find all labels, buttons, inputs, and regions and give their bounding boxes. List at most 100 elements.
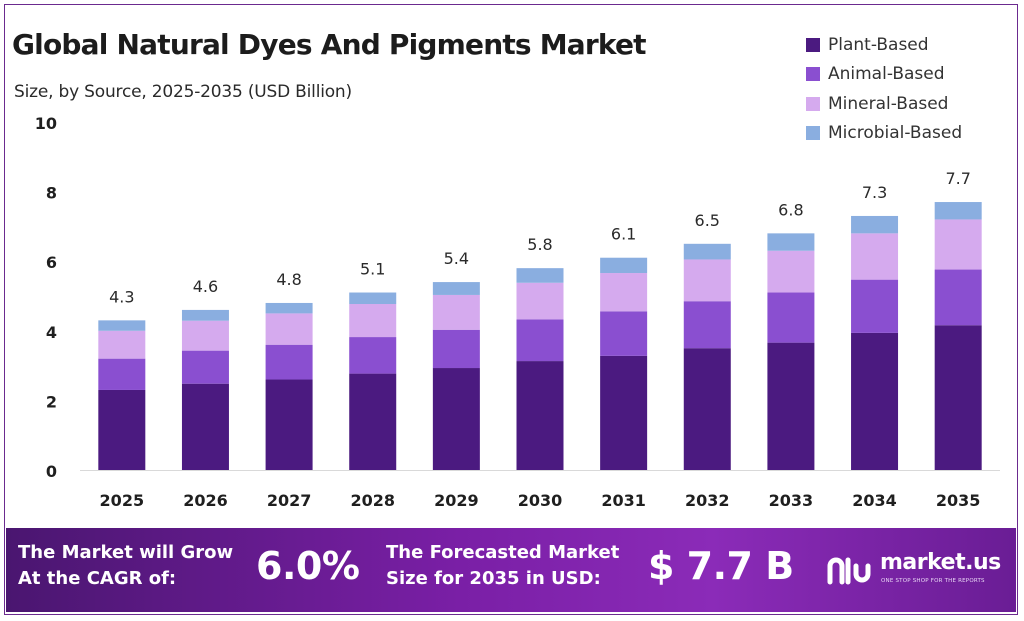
chart-legend: Plant-Based Animal-Based Mineral-Based M… — [806, 30, 1016, 148]
bar-segment-plant-based-2030 — [516, 361, 564, 470]
x-tick-label: 2032 — [685, 491, 730, 510]
bar-total-label: 7.7 — [945, 169, 970, 188]
bar-segment-mineral-based-2025 — [98, 330, 146, 359]
bar-segment-microbial-based-2034 — [851, 215, 899, 234]
bar-segment-plant-based-2028 — [349, 373, 397, 470]
legend-label: Mineral-Based — [828, 93, 949, 114]
bar-segment-microbial-based-2035 — [934, 202, 982, 220]
bar-total-label: 5.4 — [444, 249, 469, 268]
y-tick-label: 2 — [46, 392, 57, 411]
forecast-text-line1: The Forecasted Market — [386, 542, 620, 563]
legend-label: Microbial-Based — [828, 123, 963, 144]
bar-segment-plant-based-2032 — [683, 348, 731, 470]
bar-segment-microbial-based-2026 — [181, 309, 229, 321]
bar-segment-microbial-based-2033 — [767, 233, 815, 251]
legend-swatch — [806, 67, 820, 82]
bar-total-label: 5.8 — [527, 235, 552, 254]
y-tick-label: 0 — [46, 462, 57, 481]
bar-segment-animal-based-2030 — [516, 319, 564, 362]
market-us-logo-icon — [827, 557, 871, 585]
bar-segment-mineral-based-2035 — [934, 219, 982, 270]
x-tick-label: 2031 — [601, 491, 646, 510]
chart-title: Global Natural Dyes And Pigments Market — [12, 28, 647, 61]
brand-tagline: ONE STOP SHOP FOR THE REPORTS — [881, 578, 985, 584]
bar-segment-animal-based-2033 — [767, 292, 815, 343]
bar-segment-microbial-based-2028 — [349, 292, 397, 305]
bar-segment-animal-based-2026 — [181, 350, 229, 384]
legend-item-animal-based: Animal-Based — [806, 60, 1016, 90]
bar-segment-mineral-based-2034 — [851, 233, 899, 280]
bar-segment-animal-based-2032 — [683, 301, 731, 349]
cagr-value: 6.0% — [256, 544, 360, 588]
bar-segment-plant-based-2031 — [600, 355, 648, 470]
bar-segment-mineral-based-2033 — [767, 250, 815, 293]
brand-logo: market.us ONE STOP SHOP FOR THE REPORTS — [824, 548, 1010, 592]
stacked-bar-chart: 0 2 4 6 8 10 4.3 2025 4.6 2026 4.8 2027 5.1 2028 5.4 20… — [35, 114, 1000, 510]
bar-total-label: 6.1 — [611, 225, 636, 244]
legend-item-mineral-based: Mineral-Based — [806, 89, 1016, 119]
x-tick-label: 2033 — [769, 491, 814, 510]
bar-segment-animal-based-2025 — [98, 358, 146, 390]
cagr-text-line1: The Market will Grow — [18, 542, 234, 563]
chart-frame — [4, 4, 1018, 615]
bar-segment-plant-based-2029 — [432, 368, 480, 470]
legend-label: Animal-Based — [828, 64, 945, 85]
bar-segment-microbial-based-2025 — [98, 320, 146, 331]
bar-segment-microbial-based-2029 — [432, 282, 480, 295]
bar-segment-mineral-based-2027 — [265, 313, 313, 345]
y-tick-label: 10 — [35, 114, 57, 133]
legend-swatch — [806, 37, 820, 52]
bar-total-label: 4.8 — [276, 270, 301, 289]
legend-swatch — [806, 96, 820, 111]
bar-segment-mineral-based-2029 — [432, 294, 480, 330]
legend-item-microbial-based: Microbial-Based — [806, 119, 1016, 149]
bar-total-label: 5.1 — [360, 260, 385, 279]
bar-total-label: 7.3 — [862, 183, 887, 202]
bar-segment-microbial-based-2032 — [683, 243, 731, 260]
bar-segment-microbial-based-2031 — [600, 257, 648, 274]
bar-segment-plant-based-2033 — [767, 342, 815, 470]
bar-segment-plant-based-2025 — [98, 389, 146, 470]
y-tick-label: 4 — [46, 323, 57, 342]
bar-segment-animal-based-2031 — [600, 311, 648, 356]
bar-segment-animal-based-2035 — [934, 269, 982, 326]
bar-segment-animal-based-2027 — [265, 344, 313, 380]
brand-name: market.us — [880, 550, 1001, 575]
x-tick-label: 2035 — [936, 491, 981, 510]
x-tick-label: 2026 — [183, 491, 228, 510]
legend-item-plant-based: Plant-Based — [806, 30, 1016, 60]
x-tick-label: 2030 — [518, 491, 563, 510]
legend-swatch — [806, 126, 820, 141]
footer-banner: The Market will Grow At the CAGR of: 6.0… — [6, 528, 1016, 612]
bar-segment-mineral-based-2032 — [683, 259, 731, 302]
legend-label: Plant-Based — [828, 34, 929, 55]
x-tick-label: 2025 — [100, 491, 145, 510]
bar-segment-mineral-based-2030 — [516, 282, 564, 320]
bar-total-label: 6.8 — [778, 200, 803, 219]
bar-segment-plant-based-2035 — [934, 325, 982, 470]
cagr-text-line2: At the CAGR of: — [18, 568, 177, 589]
bar-segment-mineral-based-2028 — [349, 304, 397, 338]
x-tick-label: 2027 — [267, 491, 312, 510]
x-tick-label: 2029 — [434, 491, 479, 510]
bar-segment-plant-based-2026 — [181, 383, 229, 470]
bar-segment-plant-based-2034 — [851, 332, 899, 470]
forecast-value: $ 7.7 B — [648, 544, 794, 588]
bar-segment-microbial-based-2027 — [265, 302, 313, 314]
bar-segment-mineral-based-2026 — [181, 320, 229, 351]
bar-segment-animal-based-2034 — [851, 279, 899, 333]
bar-segment-animal-based-2028 — [349, 337, 397, 374]
bar-total-label: 4.6 — [193, 277, 218, 296]
x-tick-label: 2028 — [350, 491, 395, 510]
bar-segment-plant-based-2027 — [265, 379, 313, 470]
bar-segment-animal-based-2029 — [432, 329, 480, 369]
chart-subtitle: Size, by Source, 2025-2035 (USD Billion) — [14, 82, 352, 102]
bar-segment-microbial-based-2030 — [516, 268, 564, 283]
forecast-text-line2: Size for 2035 in USD: — [386, 568, 601, 589]
bar-segment-mineral-based-2031 — [600, 273, 648, 312]
y-tick-label: 8 — [46, 184, 57, 203]
bar-total-label: 4.3 — [109, 287, 134, 306]
y-tick-label: 6 — [46, 253, 57, 272]
x-tick-label: 2034 — [852, 491, 897, 510]
bar-total-label: 6.5 — [695, 211, 720, 230]
